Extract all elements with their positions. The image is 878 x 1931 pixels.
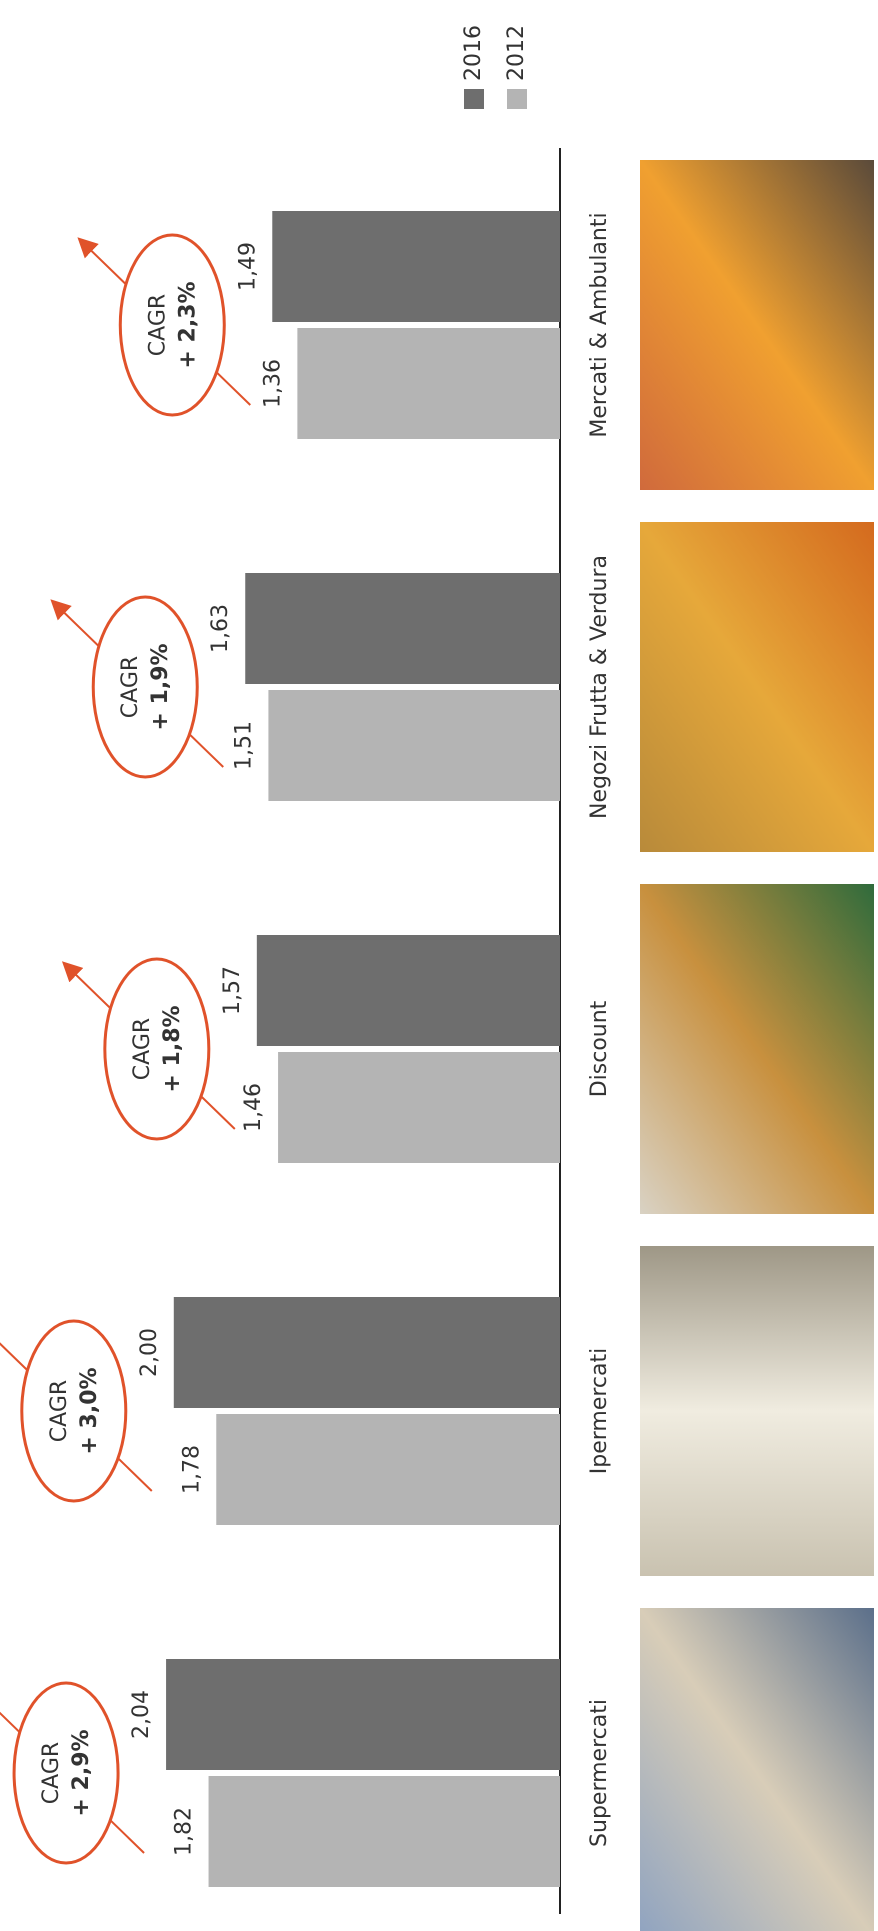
- photo: [640, 522, 874, 852]
- photo: [640, 160, 874, 490]
- cagr-rate: + 2,3%: [175, 281, 200, 368]
- cagr-ellipse: [12, 1681, 120, 1865]
- bar: [278, 1052, 560, 1163]
- cagr-rate: + 1,9%: [148, 643, 173, 730]
- category-label: Mercati & Ambulanti: [587, 212, 612, 437]
- legend-swatch: [464, 89, 484, 109]
- legend-label: 2012: [504, 25, 529, 81]
- bar: [208, 1776, 560, 1887]
- value-label: 1,49: [235, 242, 260, 291]
- cagr-ellipse: [118, 233, 226, 417]
- bar: [216, 1414, 561, 1525]
- category-label: Ipermercati: [587, 1348, 612, 1475]
- bar: [166, 1659, 560, 1770]
- value-label: 1,46: [241, 1083, 266, 1132]
- cagr-ellipse: [103, 957, 211, 1141]
- cagr-rate: + 3,0%: [77, 1367, 102, 1454]
- bar: [245, 573, 560, 684]
- category-label: Discount: [587, 1000, 612, 1097]
- value-label: 2,04: [129, 1690, 154, 1739]
- bar: [268, 690, 560, 801]
- value-label: 1,51: [231, 721, 256, 770]
- cagr-label: CAGR: [118, 656, 143, 718]
- cagr-label: CAGR: [39, 1742, 64, 1804]
- value-label: 1,78: [179, 1445, 204, 1494]
- cagr-label: CAGR: [47, 1380, 72, 1442]
- cagr-rate: + 1,8%: [160, 1005, 185, 1092]
- cagr-label: CAGR: [130, 1018, 155, 1080]
- cagr-ellipse: [91, 595, 199, 779]
- photo: [640, 884, 874, 1214]
- value-label: 2,00: [137, 1328, 162, 1377]
- legend-label: 2016: [461, 25, 486, 81]
- cagr-rate: + 2,9%: [69, 1729, 94, 1816]
- category-label: Negozi Frutta & Verdura: [587, 555, 612, 819]
- category-label: Supermercati: [587, 1699, 612, 1847]
- value-label: 1,63: [208, 604, 233, 653]
- photo: [640, 1608, 874, 1931]
- bar: [256, 935, 560, 1046]
- bar: [297, 328, 560, 439]
- bar: [272, 211, 560, 322]
- value-label: 1,57: [220, 966, 245, 1015]
- cagr-ellipse: [20, 1319, 128, 1503]
- value-label: 1,36: [260, 359, 285, 408]
- legend-swatch: [507, 89, 527, 109]
- bar: [173, 1297, 561, 1408]
- value-label: 1,82: [172, 1807, 197, 1856]
- photo: [640, 1246, 874, 1576]
- cagr-label: CAGR: [145, 294, 170, 356]
